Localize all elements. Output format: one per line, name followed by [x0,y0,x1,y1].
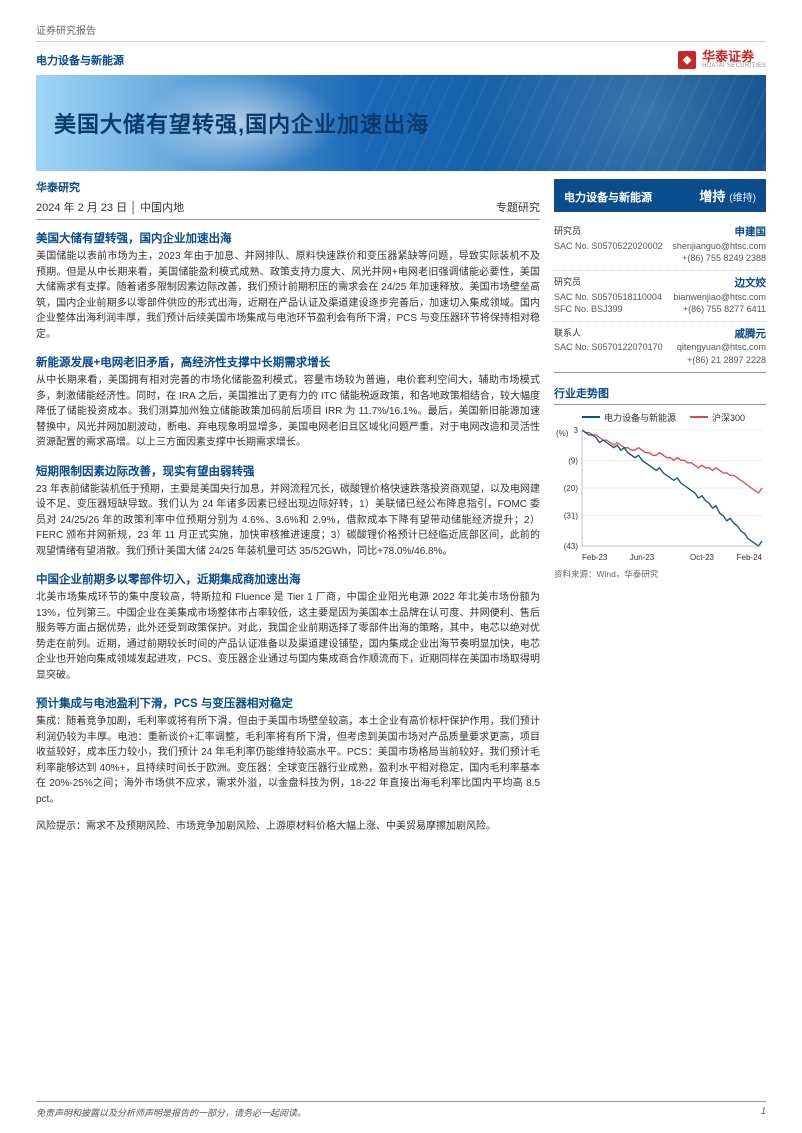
analyst-phone: +(86) 755 8277 6411 [683,303,766,316]
legend-label-1: 电力设备与新能源 [604,411,676,424]
svg-text:Feb-23: Feb-23 [582,553,608,562]
meta-row: 2024 年 2 月 23 日 │ 中国内地 专题研究 [36,199,540,220]
section-body: 美国储能以表前市场为主，2023 年由于加息、并网排队、原料快速跌价和变压器紧缺… [36,249,540,342]
section: 预计集成与电池盈利下滑，PCS 与变压器相对稳定集成：随着竞争加剧，毛利率或将有… [36,695,540,807]
analyst-phone: +(86) 21 2897 2228 [687,354,766,367]
analyst-name: 边文姣 [735,276,767,291]
section-title: 中国企业前期多以零部件切入，近期集成商加速出海 [36,571,540,587]
svg-text:(20): (20) [564,484,579,493]
top-rule [36,41,766,42]
section-body: 北美市场集成环节的集中度较高，特斯拉和 Fluence 是 Tier 1 厂商，… [36,590,540,683]
report-title: 美国大储有望转强,国内企业加速出海 [54,107,429,139]
section-body: 23 年表前储能装机低于预期，主要是美国央行加息，并网流程冗长，碳酸锂价格快速跌… [36,482,540,560]
section: 美国大储有望转强，国内企业加速出海美国储能以表前市场为主，2023 年由于加息、… [36,230,540,342]
chart-source: 资料来源：Wind，华泰研究 [554,568,766,580]
page-number: 1 [761,1106,766,1119]
legend-swatch-2 [690,416,708,418]
rating-maintain: (维持) [729,189,756,204]
analyst-block: 联系人 戚腾元 SAC No. S0570122070170 qitengyuan@h… [554,322,766,373]
analyst-name: 申建国 [735,225,767,240]
analyst-role: 研究员 [554,225,581,240]
footer-disclaimer: 免责声明和披露以及分析师声明是报告的一部分，请务必一起阅读。 [36,1106,306,1119]
trend-chart: (%) 3 (9) (20) (31) (43)Feb-23 Jun-23 Oct-23 Feb… [554,426,766,564]
analyst-role: 联系人 [554,327,581,342]
section: 新能源发展+电网老旧矛盾，高经济性支撑中长期需求增长从中长期来看，美国拥有相对完… [36,354,540,451]
svg-text:(9): (9) [568,456,578,465]
analyst-block: 研究员 边文姣 SAC No. S0570518110004 bianwenjiao@… [554,271,766,322]
svg-text:(43): (43) [564,542,579,551]
analyst-list: 研究员 申建国 SAC No. S0570522020002 shenjianguo@… [554,220,766,373]
report-kind: 专题研究 [496,199,540,215]
sidebar-column: 电力设备与新能源 增持 (维持) 研究员 申建国 SAC No. S05705220… [554,179,766,834]
legend-item-1: 电力设备与新能源 [582,411,676,424]
legend-swatch-1 [582,416,600,418]
svg-text:Oct-23: Oct-23 [690,553,715,562]
analyst-sac: SAC No. S0570522020002 [554,240,663,253]
svg-text:3: 3 [574,426,579,435]
analyst-phone: +(86) 755 8249 2388 [682,252,766,265]
rating-value: 增持 [699,186,725,205]
report-region: 中国内地 [140,202,184,214]
analyst-block: 研究员 申建国 SAC No. S0570522020002 shenjianguo@… [554,220,766,271]
research-source: 华泰研究 [36,179,540,195]
section-title: 短期限制因素边际改善，现实有望由弱转强 [36,463,540,479]
analyst-sac: SAC No. S0570518110004 [554,291,662,304]
analyst-email: qitengyuan@htsc.com [677,341,766,354]
svg-text:(31): (31) [564,511,579,520]
sector-row: 电力设备与新能源 ◆ 华泰证券 HUATAI SECURITIES [36,50,766,69]
logo-mark-icon: ◆ [678,51,696,69]
chart-area: (%) 3 (9) (20) (31) (43)Feb-23 Jun-23 Oct-23 Feb… [554,426,766,564]
title-banner: 美国大储有望转强,国内企业加速出海 [36,75,766,171]
logo-en: HUATAI SECURITIES [702,63,766,69]
section: 短期限制因素边际改善，现实有望由弱转强 23 年表前储能装机低于预期，主要是美国央… [36,463,540,560]
rating-box: 电力设备与新能源 增持 (维持) [554,179,766,212]
analyst-email: bianwenjiao@htsc.com [673,291,766,304]
svg-text:Jun-23: Jun-23 [630,553,655,562]
analyst-email: shenjianguo@htsc.com [672,240,766,253]
analyst-name: 戚腾元 [735,327,767,342]
analyst-role: 研究员 [554,276,581,291]
legend-item-2: 沪深300 [690,411,745,424]
report-date: 2024 年 2 月 23 日 [36,202,127,214]
analyst-sfc: SFC No. BSJ399 [554,303,623,316]
legend-label-2: 沪深300 [712,411,745,424]
chart-legend: 电力设备与新能源 沪深300 [554,411,766,424]
section-title: 预计集成与电池盈利下滑，PCS 与变压器相对稳定 [36,695,540,711]
brand-logo: ◆ 华泰证券 HUATAI SECURITIES [678,50,766,69]
svg-text:Feb-24: Feb-24 [737,553,763,562]
section-title: 美国大储有望转强，国内企业加速出海 [36,230,540,246]
analyst-sac: SAC No. S0570122070170 [554,341,663,354]
section-body: 集成：随着竞争加剧，毛利率或将有所下滑，但由于美国市场壁垒较高，本土企业有高价标… [36,714,540,807]
chart-box-title: 行业走势图 [554,385,766,405]
risk-note: 风险提示：需求不及预期风险、市场竞争加剧风险、上游原材料价格大幅上涨、中美贸易摩… [36,819,540,834]
rating-sector: 电力设备与新能源 [564,189,652,205]
section-title: 新能源发展+电网老旧矛盾，高经济性支撑中长期需求增长 [36,354,540,370]
main-column: 华泰研究 2024 年 2 月 23 日 │ 中国内地 专题研究 美国大储有望转… [36,179,540,834]
meta-sep: │ [130,202,140,214]
logo-cn: 华泰证券 [702,50,766,63]
sector-label: 电力设备与新能源 [36,52,124,68]
svg-text:(%): (%) [556,429,569,438]
sections-container: 美国大储有望转强，国内企业加速出海美国储能以表前市场为主，2023 年由于加息、… [36,230,540,807]
page-footer: 免责声明和披露以及分析师声明是报告的一部分，请务必一起阅读。 1 [36,1101,766,1119]
section-body: 从中长期来看，美国拥有相对完善的市场化储能盈利模式，容量市场较为普遍，电价套利空… [36,373,540,451]
section: 中国企业前期多以零部件切入，近期集成商加速出海北美市场集成环节的集中度较高，特斯… [36,571,540,683]
doc-type-label: 证券研究报告 [36,22,766,37]
